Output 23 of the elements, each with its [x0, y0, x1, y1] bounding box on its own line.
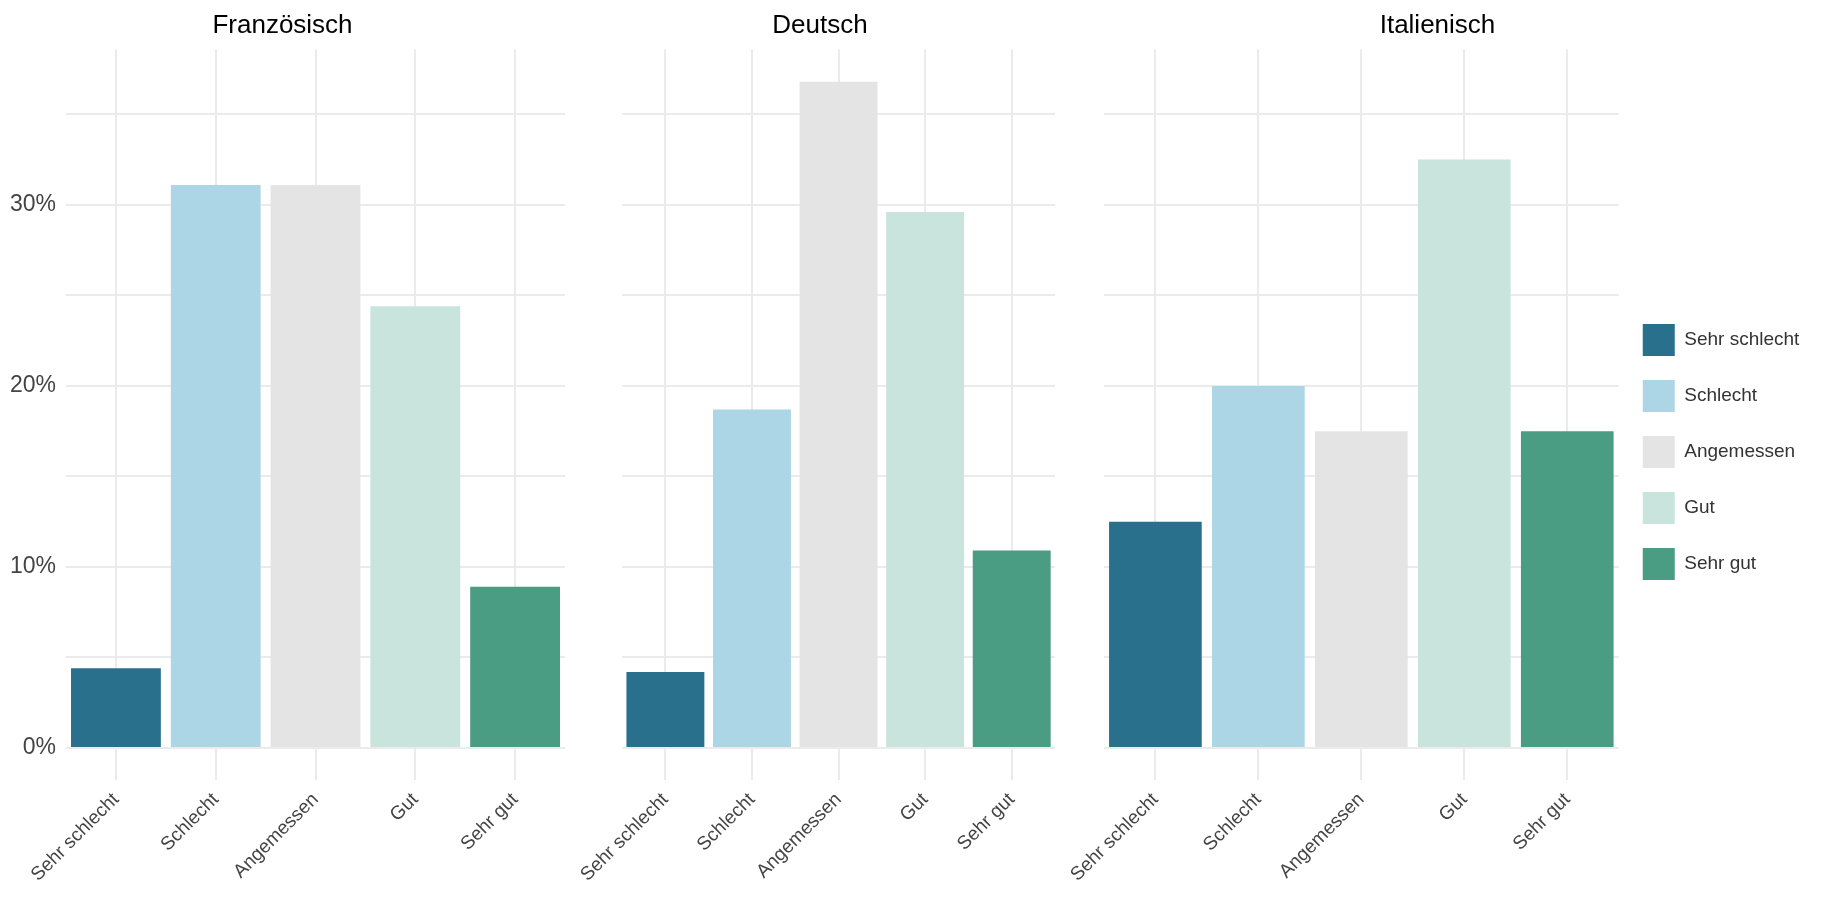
x-tick-label: Gut	[385, 787, 423, 825]
bar	[626, 671, 705, 747]
bar	[713, 409, 791, 747]
legend-label: Angemessen	[1684, 440, 1796, 462]
legend-label: Gut	[1684, 496, 1716, 518]
chart-title: Französisch	[212, 8, 353, 39]
bar	[71, 668, 161, 747]
bar	[370, 306, 461, 747]
chart-title: Deutsch	[772, 8, 868, 39]
legend-label: Sehr gut	[1684, 552, 1757, 574]
y-tick-label: 0%	[22, 733, 57, 760]
bar	[170, 184, 261, 747]
bar	[972, 550, 1051, 747]
legend-label: Sehr schlecht	[1684, 328, 1801, 350]
y-tick-label: 20%	[9, 371, 57, 398]
x-tick-label: Gut	[895, 787, 933, 825]
y-tick-label: 10%	[9, 552, 57, 579]
x-tick-label: Gut	[1434, 787, 1472, 825]
chart-title: Italienisch	[1379, 8, 1496, 39]
y-tick-label: 30%	[9, 190, 57, 217]
legend-label: Schlecht	[1684, 384, 1758, 406]
bar	[470, 586, 561, 747]
bar	[886, 212, 965, 747]
